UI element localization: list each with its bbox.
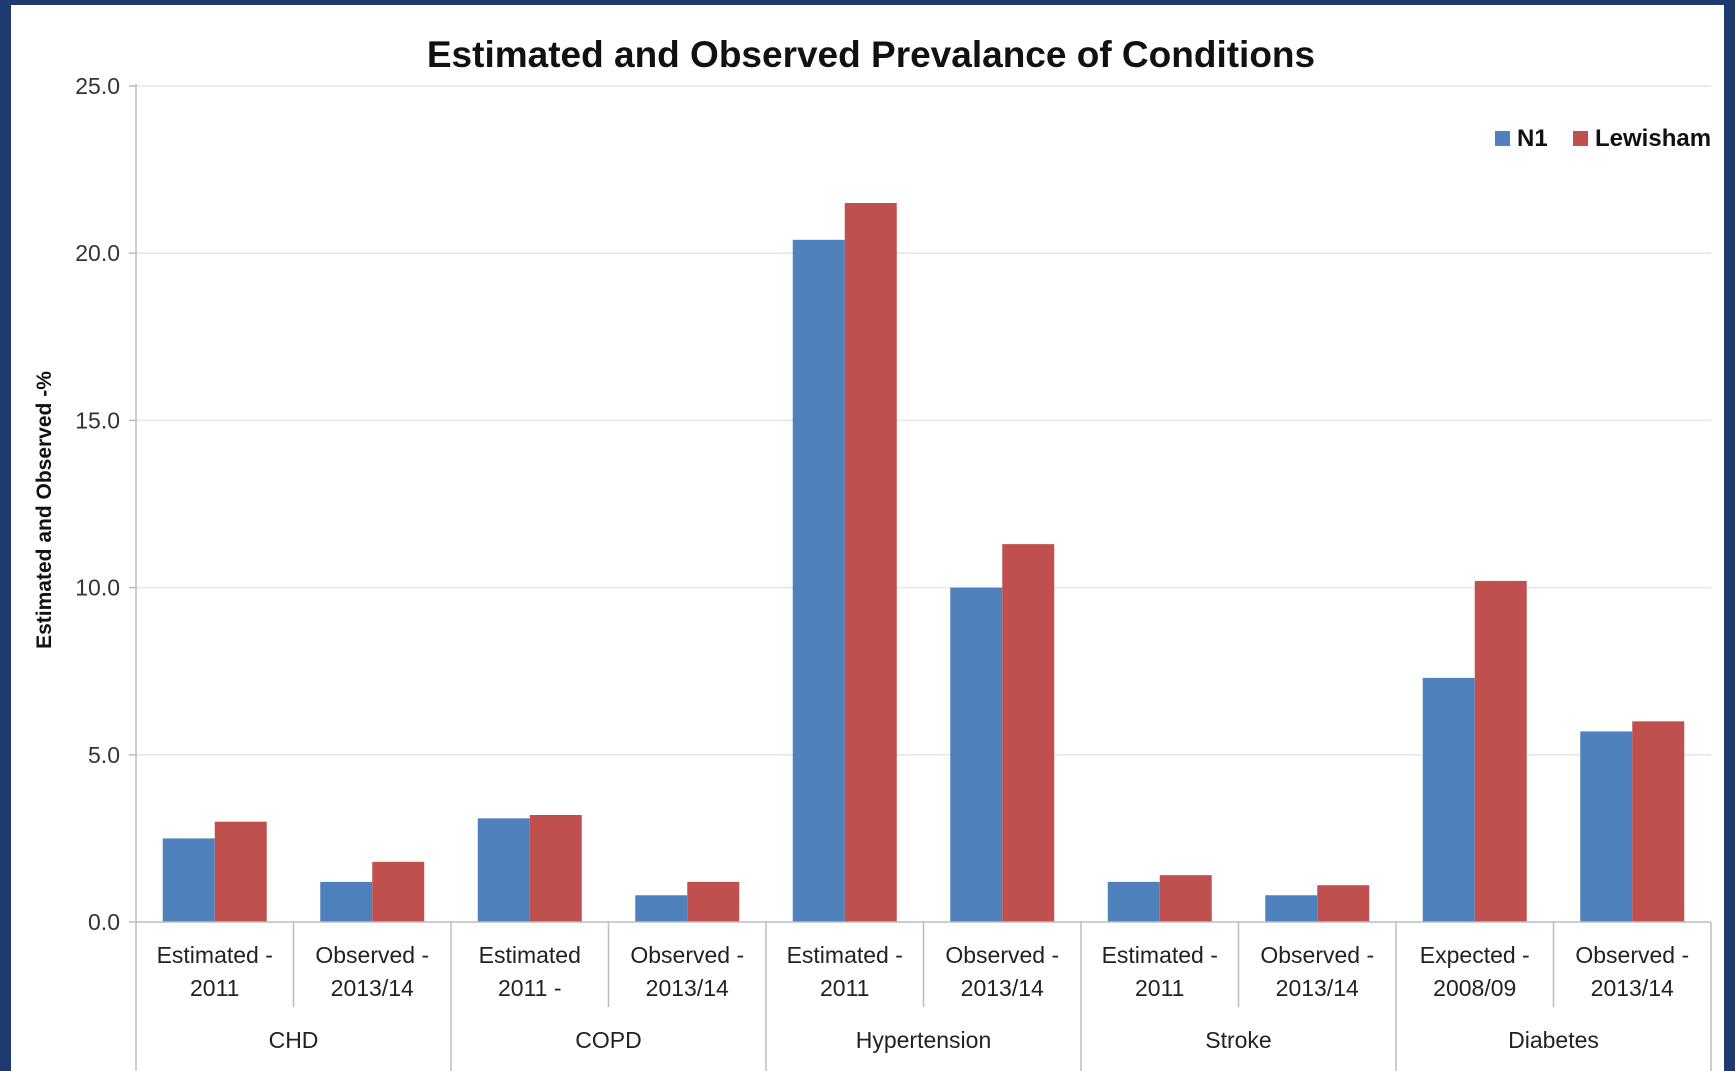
axes: 0.0 5.0 10.0 15.0 20.0 25.0 Estimated - 2011 Obs… — [75, 73, 1712, 1071]
bar-n1 — [792, 239, 845, 923]
y-tick-label: 25.0 — [75, 73, 120, 99]
x-tick-label: Observed - — [315, 942, 429, 968]
bar-n1 — [477, 818, 530, 922]
x-tick-label: Expected - — [1420, 942, 1530, 968]
bar-n1 — [1422, 677, 1475, 922]
x-tick-label: 2013/14 — [646, 975, 729, 1001]
x-tick-label: 2013/14 — [1591, 975, 1674, 1001]
x-tick-label: 2008/09 — [1433, 975, 1516, 1001]
x-tick-label: 2011 - — [498, 975, 562, 1001]
y-tick-label: 10.0 — [75, 575, 120, 601]
x-tick-label: Observed - — [1260, 942, 1374, 968]
legend-label: Lewisham — [1595, 125, 1711, 152]
x-tick-label: Observed - — [630, 942, 744, 968]
x-tick-label: 2013/14 — [961, 975, 1044, 1001]
x-tick-label: Estimated - — [1102, 942, 1218, 968]
group-label: CHD — [269, 1027, 319, 1053]
legend-label: N1 — [1517, 125, 1548, 152]
chart-frame: Estimated and Observed Prevalance of Con… — [11, 5, 1724, 1071]
bar-n1 — [950, 587, 1003, 922]
y-tick-label: 15.0 — [75, 407, 120, 433]
group-label: Hypertension — [856, 1027, 992, 1053]
y-tick-label: 0.0 — [88, 909, 120, 935]
x-tick-label: Estimated - — [157, 942, 273, 968]
x-tick-label: Estimated - — [787, 942, 903, 968]
legend-swatch — [1573, 131, 1588, 146]
bar-n1 — [1107, 881, 1160, 922]
bar-lewisham — [1159, 875, 1212, 922]
y-tick-label: 5.0 — [88, 742, 120, 768]
bar-lewisham — [687, 881, 740, 922]
group-label: COPD — [575, 1027, 641, 1053]
bar-lewisham — [844, 203, 897, 923]
bar-lewisham — [214, 821, 267, 922]
legend: N1 Lewisham — [1495, 125, 1711, 152]
x-tick-label: 2011 — [820, 975, 869, 1001]
group-label: Diabetes — [1508, 1027, 1599, 1053]
legend-item: N1 — [1495, 125, 1548, 152]
bar-lewisham — [1002, 544, 1055, 922]
bar-n1 — [320, 881, 373, 922]
bar-lewisham — [372, 861, 425, 922]
legend-swatch — [1495, 131, 1510, 146]
x-tick-label: 2013/14 — [1276, 975, 1359, 1001]
group-label: Stroke — [1205, 1027, 1271, 1053]
bar-n1 — [635, 895, 688, 922]
bars — [162, 203, 1685, 923]
legend-item: Lewisham — [1573, 125, 1711, 152]
x-tick-label: Estimated — [479, 942, 581, 968]
bar-n1 — [1265, 895, 1318, 922]
x-tick-label: Observed - — [1575, 942, 1689, 968]
x-tick-label: Observed - — [945, 942, 1059, 968]
bar-lewisham — [1317, 885, 1370, 922]
bar-lewisham — [1632, 721, 1685, 922]
bar-n1 — [1580, 731, 1633, 922]
bar-n1 — [162, 838, 215, 922]
bar-lewisham — [529, 814, 582, 922]
x-tick-label: 2011 — [190, 975, 239, 1001]
bar-lewisham — [1474, 580, 1527, 922]
y-axis-label: Estimated and Observed -% — [33, 371, 56, 649]
chart-svg: Estimated and Observed Prevalance of Con… — [33, 34, 1712, 1071]
x-tick-label: 2013/14 — [331, 975, 414, 1001]
y-tick-label: 20.0 — [75, 240, 120, 266]
x-tick-label: 2011 — [1135, 975, 1184, 1001]
chart-title: Estimated and Observed Prevalance of Con… — [427, 34, 1315, 75]
